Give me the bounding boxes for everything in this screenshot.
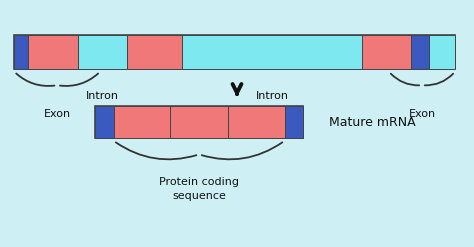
Bar <box>95 106 303 138</box>
Bar <box>28 35 78 69</box>
Bar <box>428 35 455 69</box>
Bar <box>363 35 411 69</box>
Bar <box>170 106 228 138</box>
Text: sequence: sequence <box>172 191 226 201</box>
Text: Protein coding: Protein coding <box>159 177 239 186</box>
Text: Intron: Intron <box>255 91 289 101</box>
Bar <box>228 106 284 138</box>
Text: Mature mRNA: Mature mRNA <box>329 116 416 129</box>
Bar <box>78 35 127 69</box>
Bar <box>284 106 303 138</box>
Bar <box>14 35 28 69</box>
Text: Exon: Exon <box>44 109 71 119</box>
Bar <box>127 35 182 69</box>
Text: Exon: Exon <box>140 109 167 119</box>
Bar <box>95 106 114 138</box>
Bar <box>411 35 428 69</box>
Bar <box>14 35 455 69</box>
Text: Intron: Intron <box>86 91 119 101</box>
Bar <box>182 35 363 69</box>
Text: Exon: Exon <box>409 109 436 119</box>
Bar <box>114 106 170 138</box>
